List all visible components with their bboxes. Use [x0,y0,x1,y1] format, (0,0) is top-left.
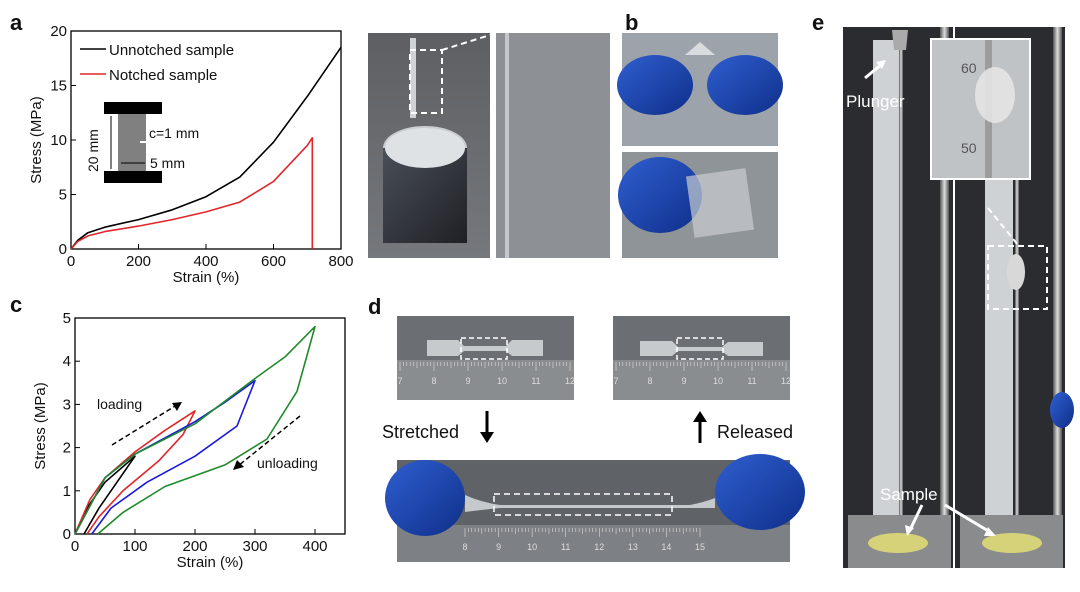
series-line-3 [74,325,316,535]
x-tick-label: 200 [126,253,151,270]
photo-gloves-stretch [617,33,783,146]
y-tick-label: 15 [50,78,67,95]
photo-drop-test-after: 60 50 [930,27,1074,568]
ruler-label: 12 [594,542,604,552]
photo-released-sample: 7 8 9 10 11 12 [613,316,791,400]
released-label: Released [717,422,793,442]
ruler-label: 10 [527,542,537,552]
inset-tick-60: 60 [961,60,977,76]
ruler-label: 7 [613,376,618,386]
y-tick-label: 10 [50,132,67,149]
chart-a: 0 200 400 600 800 0 5 10 15 20 Strain (%) Stress (M… [28,23,354,286]
ruler-label: 8 [462,542,467,552]
y-tick-label: 0 [59,241,67,258]
inset-length: 20 mm [85,129,101,172]
panel-label-a: a [10,10,23,35]
loading-arrow [111,402,181,446]
photo-film-sample [618,152,778,258]
x-axis-label: Strain (%) [177,554,244,571]
x-tick-label: 300 [242,538,267,555]
panel-label-b: b [625,10,638,35]
y-tick-label: 1 [63,483,71,500]
panel-label-d: d [368,294,381,319]
ruler-label: 8 [431,376,436,386]
unloading-arrow [237,415,301,467]
ruler-label: 11 [561,542,570,552]
chart-c: 0 100 200 300 400 0 1 2 3 4 5 Strain (%) Stress (MPa… [32,310,346,571]
legend-entry: Notched sample [109,67,217,84]
y-tick-label: 5 [63,310,71,327]
inset-notch: c=1 mm [149,125,199,141]
annotation-unloading: unloading [257,455,318,471]
y-tick-label: 20 [50,23,67,40]
photo-zoomed-fiber [496,33,610,258]
plunger-label: Plunger [846,92,905,111]
ruler-label: 11 [747,376,756,386]
arrow-up-icon [693,411,707,443]
x-tick-label: 0 [67,253,75,270]
y-tick-label: 5 [59,187,67,204]
series-line-0 [74,455,136,535]
series-line-1 [70,137,314,250]
zoom-inset: 60 50 [930,38,1031,180]
photo-stretched-sample: 8 9 10 11 12 13 14 15 [385,454,805,562]
photo-drop-test-before [843,27,953,568]
photo-weight-hanging [368,33,491,258]
y-axis-label: Stress (MPa) [28,96,45,184]
plunger-arrow [864,62,883,80]
ruler-label: 15 [695,542,705,552]
ruler-label: 9 [496,542,501,552]
ruler-label: 9 [681,376,686,386]
y-tick-label: 4 [63,353,71,370]
ruler-label: 10 [497,376,507,386]
plot-frame [74,317,346,535]
ruler-label: 8 [647,376,652,386]
y-axis-label: Stress (MPa) [32,382,49,470]
x-tick-label: 600 [261,253,286,270]
y-tick-label: 3 [63,396,71,413]
stretched-label: Stretched [382,422,459,442]
x-tick-label: 100 [122,538,147,555]
inset-tick-50: 50 [961,140,977,156]
ruler-label: 9 [465,376,470,386]
y-tick-label: 0 [63,526,71,543]
legend-entry: Unnotched sample [109,42,234,59]
ruler-label: 13 [628,542,638,552]
annotation-loading: loading [97,396,142,412]
x-axis-label: Strain (%) [173,269,240,286]
arrow-down-icon [480,411,494,443]
panel-label-e: e [812,10,824,35]
ruler-label: 7 [397,376,402,386]
series-line-1 [74,410,196,535]
panel-label-c: c [10,292,22,317]
ruler-label: 12 [565,376,575,386]
photo-original-sample: 7 8 9 10 11 12 [397,316,575,400]
ruler-label: 11 [531,376,540,386]
specimen-inset: 20 mm c=1 mm 5 mm [85,102,199,183]
y-tick-label: 2 [63,440,71,457]
inset-width: 5 mm [150,155,185,171]
sample-label: Sample [880,485,938,504]
x-tick-label: 0 [71,538,79,555]
x-tick-label: 400 [193,253,218,270]
ruler-label: 12 [781,376,791,386]
x-tick-label: 200 [182,538,207,555]
ruler-label: 10 [713,376,723,386]
ruler-label: 14 [661,542,671,552]
x-tick-label: 400 [302,538,327,555]
x-tick-label: 800 [328,253,353,270]
series-line-0 [70,46,342,250]
